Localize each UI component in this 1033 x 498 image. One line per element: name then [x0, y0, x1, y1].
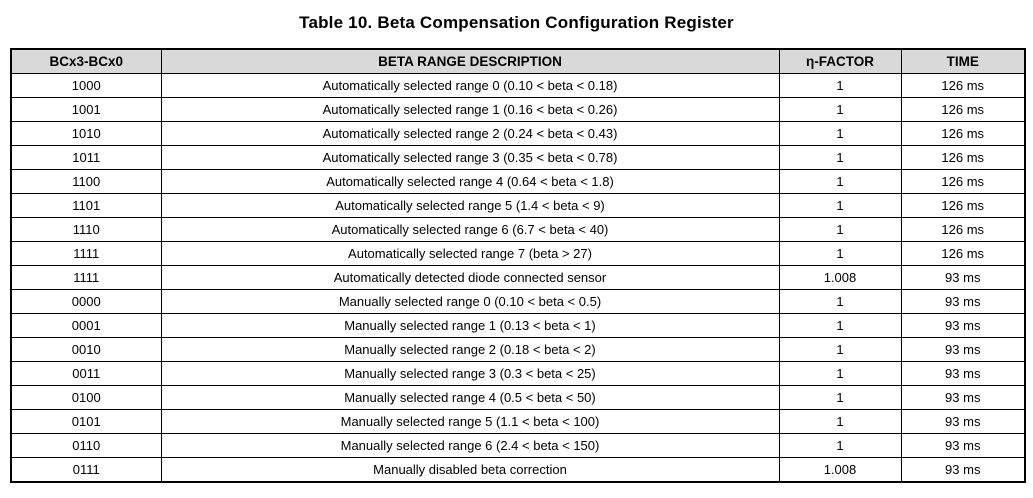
cell-time: 93 ms — [900, 457, 1026, 483]
cell-eta-factor: 1 — [778, 121, 902, 146]
cell-beta-range-description: Manually selected range 0 (0.10 < beta <… — [160, 289, 780, 314]
cell-bcx-code: 1001 — [10, 97, 162, 122]
cell-beta-range-description: Automatically detected diode connected s… — [160, 265, 780, 290]
header-eta-factor: η-FACTOR — [778, 48, 902, 74]
cell-time: 126 ms — [900, 193, 1026, 218]
cell-bcx-code: 1000 — [10, 73, 162, 98]
cell-beta-range-description: Automatically selected range 7 (beta > 2… — [160, 241, 780, 266]
cell-beta-range-description: Automatically selected range 0 (0.10 < b… — [160, 73, 780, 98]
cell-time: 126 ms — [900, 241, 1026, 266]
cell-eta-factor: 1 — [778, 193, 902, 218]
table-row: 1000 Automatically selected range 0 (0.1… — [10, 73, 1026, 98]
cell-beta-range-description: Manually selected range 5 (1.1 < beta < … — [160, 409, 780, 434]
cell-eta-factor: 1 — [778, 241, 902, 266]
table-row: 1010 Automatically selected range 2 (0.2… — [10, 121, 1026, 146]
cell-beta-range-description: Manually selected range 2 (0.18 < beta <… — [160, 337, 780, 362]
table-row: 1001 Automatically selected range 1 (0.1… — [10, 97, 1026, 122]
cell-bcx-code: 0000 — [10, 289, 162, 314]
cell-time: 93 ms — [900, 265, 1026, 290]
cell-eta-factor: 1 — [778, 409, 902, 434]
cell-eta-factor: 1 — [778, 73, 902, 98]
table-row: 0100 Manually selected range 4 (0.5 < be… — [10, 385, 1026, 410]
header-time: TIME — [900, 48, 1026, 74]
cell-time: 93 ms — [900, 433, 1026, 458]
cell-time: 93 ms — [900, 289, 1026, 314]
table-row: 0011 Manually selected range 3 (0.3 < be… — [10, 361, 1026, 386]
table-title: Table 10. Beta Compensation Configuratio… — [299, 13, 734, 32]
cell-bcx-code: 0001 — [10, 313, 162, 338]
cell-bcx-code: 0011 — [10, 361, 162, 386]
table-row: 1011 Automatically selected range 3 (0.3… — [10, 145, 1026, 170]
cell-beta-range-description: Manually selected range 4 (0.5 < beta < … — [160, 385, 780, 410]
table-row: 1110 Automatically selected range 6 (6.7… — [10, 217, 1026, 242]
cell-eta-factor: 1 — [778, 169, 902, 194]
cell-eta-factor: 1 — [778, 97, 902, 122]
table-row: 0110 Manually selected range 6 (2.4 < be… — [10, 433, 1026, 458]
cell-eta-factor: 1 — [778, 313, 902, 338]
cell-beta-range-description: Manually selected range 3 (0.3 < beta < … — [160, 361, 780, 386]
cell-bcx-code: 0111 — [10, 457, 162, 483]
table-row: 0111 Manually disabled beta correction 1… — [10, 457, 1026, 483]
cell-eta-factor: 1 — [778, 217, 902, 242]
cell-bcx-code: 1101 — [10, 193, 162, 218]
cell-beta-range-description: Automatically selected range 6 (6.7 < be… — [160, 217, 780, 242]
cell-time: 93 ms — [900, 409, 1026, 434]
cell-bcx-code: 1100 — [10, 169, 162, 194]
cell-eta-factor: 1 — [778, 145, 902, 170]
table-row: 1101 Automatically selected range 5 (1.4… — [10, 193, 1026, 218]
table-row: 1111 Automatically detected diode connec… — [10, 265, 1026, 290]
cell-beta-range-description: Manually selected range 6 (2.4 < beta < … — [160, 433, 780, 458]
cell-time: 93 ms — [900, 361, 1026, 386]
table-row: 0101 Manually selected range 5 (1.1 < be… — [10, 409, 1026, 434]
cell-eta-factor: 1 — [778, 337, 902, 362]
cell-time: 126 ms — [900, 97, 1026, 122]
cell-beta-range-description: Automatically selected range 4 (0.64 < b… — [160, 169, 780, 194]
cell-time: 93 ms — [900, 385, 1026, 410]
table-row: 0000 Manually selected range 0 (0.10 < b… — [10, 289, 1026, 314]
cell-eta-factor: 1.008 — [778, 457, 902, 483]
table-body: 1000 Automatically selected range 0 (0.1… — [10, 73, 1026, 483]
table-header-row: BCx3-BCx0 BETA RANGE DESCRIPTION η-FACTO… — [10, 48, 1026, 74]
cell-time: 126 ms — [900, 121, 1026, 146]
cell-bcx-code: 0101 — [10, 409, 162, 434]
cell-bcx-code: 0010 — [10, 337, 162, 362]
table-row: 0010 Manually selected range 2 (0.18 < b… — [10, 337, 1026, 362]
beta-compensation-register-table: BCx3-BCx0 BETA RANGE DESCRIPTION η-FACTO… — [10, 48, 1026, 483]
cell-beta-range-description: Automatically selected range 3 (0.35 < b… — [160, 145, 780, 170]
cell-eta-factor: 1 — [778, 361, 902, 386]
cell-time: 126 ms — [900, 217, 1026, 242]
cell-eta-factor: 1 — [778, 385, 902, 410]
cell-beta-range-description: Manually disabled beta correction — [160, 457, 780, 483]
cell-beta-range-description: Manually selected range 1 (0.13 < beta <… — [160, 313, 780, 338]
table-row: 1100 Automatically selected range 4 (0.6… — [10, 169, 1026, 194]
cell-time: 126 ms — [900, 145, 1026, 170]
cell-bcx-code: 1011 — [10, 145, 162, 170]
cell-bcx-code: 0100 — [10, 385, 162, 410]
cell-bcx-code: 1110 — [10, 217, 162, 242]
cell-bcx-code: 1111 — [10, 241, 162, 266]
cell-beta-range-description: Automatically selected range 5 (1.4 < be… — [160, 193, 780, 218]
cell-eta-factor: 1.008 — [778, 265, 902, 290]
cell-beta-range-description: Automatically selected range 1 (0.16 < b… — [160, 97, 780, 122]
cell-time: 93 ms — [900, 337, 1026, 362]
cell-bcx-code: 1111 — [10, 265, 162, 290]
header-bcx-code: BCx3-BCx0 — [10, 48, 162, 74]
table-row: 1111 Automatically selected range 7 (bet… — [10, 241, 1026, 266]
cell-time: 93 ms — [900, 313, 1026, 338]
cell-eta-factor: 1 — [778, 433, 902, 458]
cell-beta-range-description: Automatically selected range 2 (0.24 < b… — [160, 121, 780, 146]
cell-bcx-code: 0110 — [10, 433, 162, 458]
cell-eta-factor: 1 — [778, 289, 902, 314]
header-beta-range-description: BETA RANGE DESCRIPTION — [160, 48, 780, 74]
cell-time: 126 ms — [900, 169, 1026, 194]
table-row: 0001 Manually selected range 1 (0.13 < b… — [10, 313, 1026, 338]
cell-time: 126 ms — [900, 73, 1026, 98]
cell-bcx-code: 1010 — [10, 121, 162, 146]
